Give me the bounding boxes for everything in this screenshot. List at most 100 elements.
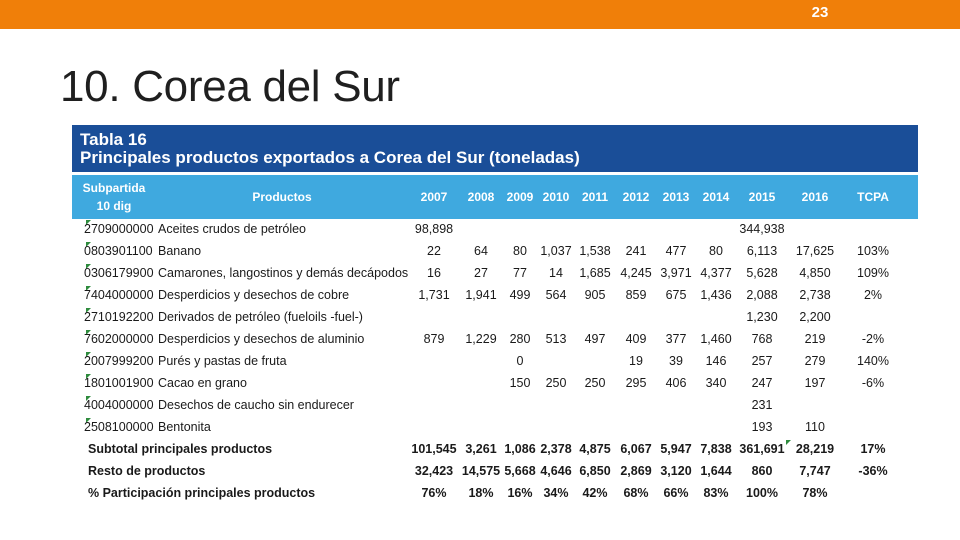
summary-value: 6,067 [620, 442, 652, 456]
product-name: Purés y pastas de fruta [158, 354, 287, 368]
tcpa-value [842, 307, 904, 328]
summary-value: 3,120 [660, 464, 692, 478]
table-row: 2508100000 Bentonita 193 110 [72, 417, 918, 438]
year-value: 499 [509, 288, 531, 302]
year-value [502, 219, 538, 240]
subpartida-code: 0306179900 [84, 266, 154, 280]
year-value [616, 307, 656, 328]
year-value [460, 373, 502, 394]
year-value: 513 [545, 332, 567, 346]
tcpa-value [842, 395, 904, 416]
year-value: 1,941 [465, 288, 497, 302]
summary-tcpa: -36% [858, 464, 888, 478]
year-value [502, 417, 538, 438]
summary-value: 68% [623, 486, 649, 500]
table-row: 2710192200 Derivados de petróleo (fueloil… [72, 307, 918, 328]
year-value: 4,377 [700, 266, 732, 280]
year-value [460, 395, 502, 416]
tcpa-value [842, 219, 904, 240]
product-name: Cacao en grano [158, 376, 247, 390]
header-year: 2010 [542, 190, 570, 204]
product-name: Desperdicios y desechos de aluminio [158, 332, 365, 346]
year-value: 280 [509, 332, 531, 346]
year-value: 1,436 [700, 288, 732, 302]
subpartida-code: 2508100000 [84, 420, 154, 434]
year-value: 247 [751, 376, 773, 390]
year-value [574, 307, 616, 328]
summary-value: 101,545 [411, 442, 457, 456]
cell-flag-marker [86, 264, 91, 269]
table-caption-number: Tabla 16 [80, 130, 147, 149]
table-row: 7602000000 Desperdicios y desechos de alu… [72, 329, 918, 350]
summary-tcpa [842, 483, 904, 504]
year-value [538, 351, 574, 372]
year-value: 19 [629, 354, 643, 368]
header-tcpa: TCPA [857, 190, 889, 204]
table-row: 0803901100 Banano 22 64 80 1,037 1,538 241 477 80… [72, 241, 918, 262]
year-value [788, 395, 842, 416]
product-name: Desechos de caucho sin endurecer [158, 398, 354, 412]
year-value: 22 [427, 244, 441, 258]
header-year: 2009 [506, 190, 534, 204]
year-value: 295 [625, 376, 647, 390]
summary-value: 860 [751, 464, 773, 478]
cell-flag-marker [86, 352, 91, 357]
header-productos: Productos [252, 190, 312, 204]
year-value: 340 [705, 376, 727, 390]
year-value: 146 [705, 354, 727, 368]
subpartida-code: 0803901100 [84, 244, 153, 258]
year-value [408, 307, 460, 328]
cell-flag-marker [86, 396, 91, 401]
table-row: 1801001900 Cacao en grano 150 250 250 295 406 3… [72, 373, 918, 394]
header-subpartida: Subpartida 10 dig [82, 181, 146, 213]
year-value: 344,938 [739, 222, 785, 236]
table-row: 2709000000 Aceites crudos de petróleo 98,8… [72, 219, 918, 240]
summary-value: 361,691 [739, 442, 785, 456]
year-value: 4,245 [620, 266, 652, 280]
header-year: 2014 [702, 190, 730, 204]
subpartida-code: 2709000000 [84, 222, 154, 236]
subpartida-code: 7602000000 [84, 332, 154, 346]
summary-value: 76% [421, 486, 447, 500]
product-name: Aceites crudos de petróleo [158, 222, 307, 236]
cell-flag-marker [786, 440, 791, 445]
cell-flag-marker [86, 330, 91, 335]
year-value [460, 219, 502, 240]
summary-value: 28,219 [795, 442, 835, 456]
summary-value: 2,378 [540, 442, 572, 456]
summary-value: 100% [746, 486, 778, 500]
year-value: 905 [584, 288, 606, 302]
year-value [616, 395, 656, 416]
year-value [502, 395, 538, 416]
summary-value: 34% [543, 486, 569, 500]
cell-flag-marker [86, 242, 91, 247]
cell-flag-marker [86, 374, 91, 379]
year-value: 16 [427, 266, 441, 280]
year-value: 859 [625, 288, 647, 302]
cell-flag-marker [86, 308, 91, 313]
table-row: 4004000000 Desechos de caucho sin endurec… [72, 395, 918, 416]
year-value: 1,229 [465, 332, 497, 346]
year-value [408, 417, 460, 438]
year-value: 2,738 [799, 288, 831, 302]
subpartida-code: 2710192200 [84, 310, 154, 324]
year-value [574, 395, 616, 416]
year-value [538, 395, 574, 416]
summary-label: % Participación principales productos [88, 486, 316, 500]
summary-row: Resto de productos 32,423 14,575 5,668 4,646… [72, 461, 918, 482]
year-value: 80 [709, 244, 723, 258]
subpartida-code: 4004000000 [84, 398, 154, 412]
year-value: 879 [423, 332, 445, 346]
product-name: Banano [158, 244, 202, 258]
year-value: 497 [584, 332, 606, 346]
summary-value: 1,086 [504, 442, 536, 456]
year-value [502, 307, 538, 328]
slide-title: 10. Corea del Sur [60, 62, 400, 111]
year-value: 406 [665, 376, 687, 390]
year-value: 1,685 [579, 266, 611, 280]
summary-label: Subtotal principales productos [88, 442, 273, 456]
year-value: 197 [804, 376, 826, 390]
year-value [574, 351, 616, 372]
year-value: 1,037 [540, 244, 572, 258]
year-value [460, 351, 502, 372]
